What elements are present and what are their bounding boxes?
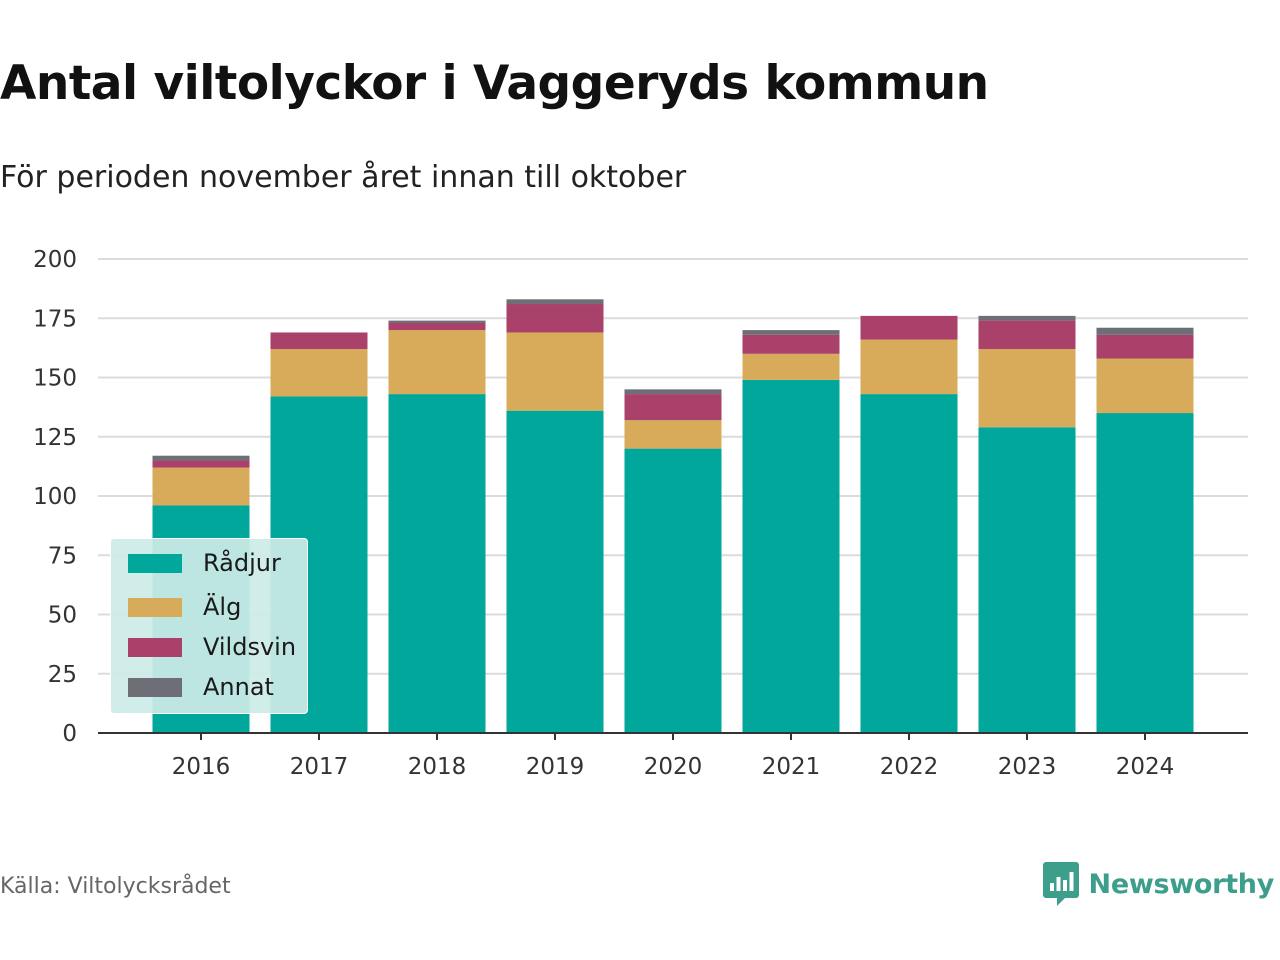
bar-segment — [1096, 334, 1194, 359]
bar-segment — [506, 299, 604, 305]
bar-segment — [506, 410, 604, 733]
source-note: Källa: Viltolycksrådet — [0, 874, 231, 899]
bar-segment — [742, 334, 840, 354]
chart-legend: Rådjur Älg Vildsvin Annat — [110, 538, 308, 714]
y-tick-label: 175 — [33, 306, 77, 332]
bar-segment — [152, 460, 250, 468]
axes: 0 25 50 75 100 125 150 175 200 2016 2017 2018 2019 20… — [33, 247, 1248, 780]
bar-segment — [624, 448, 722, 733]
bar-segment — [506, 304, 604, 333]
y-tick-label: 0 — [62, 721, 77, 747]
bar-segment — [270, 332, 368, 350]
x-tick-label: 2024 — [1116, 754, 1175, 780]
legend-swatch — [128, 637, 182, 657]
x-tick-label: 2023 — [998, 754, 1057, 780]
x-tick-label: 2020 — [644, 754, 703, 780]
bar-segment — [978, 349, 1076, 428]
bar-segment — [388, 322, 486, 331]
legend-swatch — [128, 553, 182, 573]
bar-segment — [388, 320, 486, 323]
bar-segment — [742, 379, 840, 733]
x-tick-label: 2022 — [880, 754, 939, 780]
legend-swatch — [128, 597, 182, 617]
y-tick-label: 50 — [48, 603, 77, 629]
legend-item-vildsvin: Vildsvin — [128, 631, 296, 663]
bar-segment — [624, 420, 722, 449]
bar-segment — [1096, 413, 1194, 733]
bar-segment — [624, 394, 722, 421]
bar-segment — [388, 394, 486, 733]
y-tick-label: 75 — [48, 543, 77, 569]
y-tick-label: 100 — [33, 484, 77, 510]
stacked-bar-chart: 0 25 50 75 100 125 150 175 200 2016 2017 2018 2019 20… — [33, 247, 1248, 780]
x-tick-label: 2021 — [762, 754, 821, 780]
bar-segment — [1096, 358, 1194, 414]
bar-segment — [388, 330, 486, 395]
bar-segment — [270, 349, 368, 397]
bar-segment — [624, 389, 722, 395]
bar-segment — [506, 332, 604, 411]
x-tick-label: 2019 — [526, 754, 585, 780]
bar-segment — [1096, 327, 1194, 335]
legend-label: Rådjur — [203, 549, 281, 577]
bar-segment — [978, 320, 1076, 350]
bar-segment — [860, 339, 958, 395]
bars — [152, 299, 1194, 733]
legend-item-annat: Annat — [128, 671, 274, 703]
legend-label: Vildsvin — [203, 633, 297, 661]
brand-logo[interactable]: Newsworthy — [1042, 862, 1275, 906]
legend-item-radjur: Rådjur — [128, 547, 281, 579]
y-tick-label: 25 — [48, 662, 77, 688]
bar-segment — [860, 315, 958, 340]
y-tick-label: 200 — [33, 247, 77, 273]
bar-segment — [742, 353, 840, 380]
legend-label: Älg — [203, 593, 242, 621]
legend-swatch — [128, 677, 182, 697]
brand-name: Newsworthy — [1088, 868, 1275, 900]
bar-segment — [152, 455, 250, 461]
x-tick-label: 2018 — [408, 754, 467, 780]
newsworthy-logo-icon — [1042, 862, 1079, 906]
x-tick-label: 2016 — [172, 754, 231, 780]
bar-segment — [152, 467, 250, 506]
legend-label: Annat — [203, 673, 274, 701]
chart-subtitle: För perioden november året innan till ok… — [0, 160, 687, 195]
y-tick-label: 150 — [33, 366, 77, 392]
x-tick-label: 2017 — [290, 754, 349, 780]
bar-segment — [978, 315, 1076, 321]
chart-title: Antal viltolyckor i Vaggeryds kommun — [0, 56, 989, 111]
y-tick-label: 125 — [33, 425, 77, 451]
bar-segment — [860, 394, 958, 733]
bar-segment — [742, 330, 840, 335]
legend-item-alg: Älg — [128, 591, 241, 623]
bar-segment — [978, 427, 1076, 733]
